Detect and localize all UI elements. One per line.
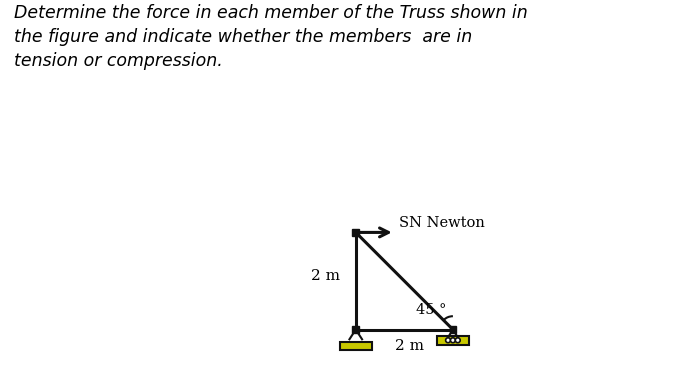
Circle shape bbox=[450, 338, 456, 343]
Text: 45 °: 45 ° bbox=[416, 303, 446, 318]
Bar bbox=[437, 336, 468, 345]
Polygon shape bbox=[352, 229, 359, 236]
Polygon shape bbox=[450, 326, 456, 333]
Text: 2 m: 2 m bbox=[395, 339, 424, 353]
Polygon shape bbox=[352, 326, 359, 333]
Bar bbox=[340, 342, 371, 350]
Circle shape bbox=[446, 338, 450, 343]
Circle shape bbox=[456, 338, 460, 343]
Text: 2 m: 2 m bbox=[311, 269, 340, 283]
Text: SN Newton: SN Newton bbox=[398, 216, 485, 231]
Text: Determine the force in each member of the Truss shown in
the figure and indicate: Determine the force in each member of th… bbox=[14, 4, 527, 70]
